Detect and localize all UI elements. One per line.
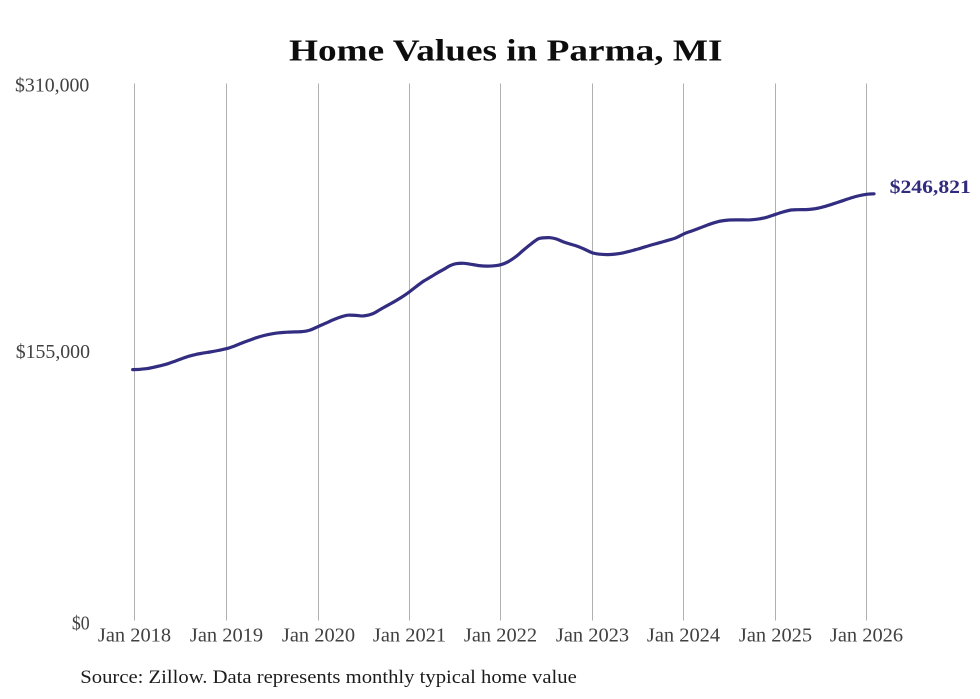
svg-text:Jan 2023: Jan 2023 bbox=[556, 625, 629, 647]
svg-text:Jan 2019: Jan 2019 bbox=[190, 625, 263, 647]
svg-text:Source: Zillow. Data represent: Source: Zillow. Data represents monthly … bbox=[80, 667, 577, 688]
svg-text:Jan 2026: Jan 2026 bbox=[830, 625, 903, 647]
svg-text:Jan 2021: Jan 2021 bbox=[373, 625, 446, 647]
svg-text:Jan 2022: Jan 2022 bbox=[464, 625, 537, 647]
svg-text:$0: $0 bbox=[72, 613, 90, 635]
svg-text:$155,000: $155,000 bbox=[16, 341, 90, 363]
svg-text:Jan 2024: Jan 2024 bbox=[647, 625, 720, 647]
svg-text:Home Values in Parma, MI: Home Values in Parma, MI bbox=[289, 33, 723, 68]
svg-text:Jan 2020: Jan 2020 bbox=[282, 625, 355, 647]
svg-text:$310,000: $310,000 bbox=[15, 74, 89, 96]
svg-text:Jan 2018: Jan 2018 bbox=[98, 625, 171, 647]
svg-text:$246,821: $246,821 bbox=[890, 177, 971, 198]
svg-text:Jan 2025: Jan 2025 bbox=[739, 625, 812, 647]
